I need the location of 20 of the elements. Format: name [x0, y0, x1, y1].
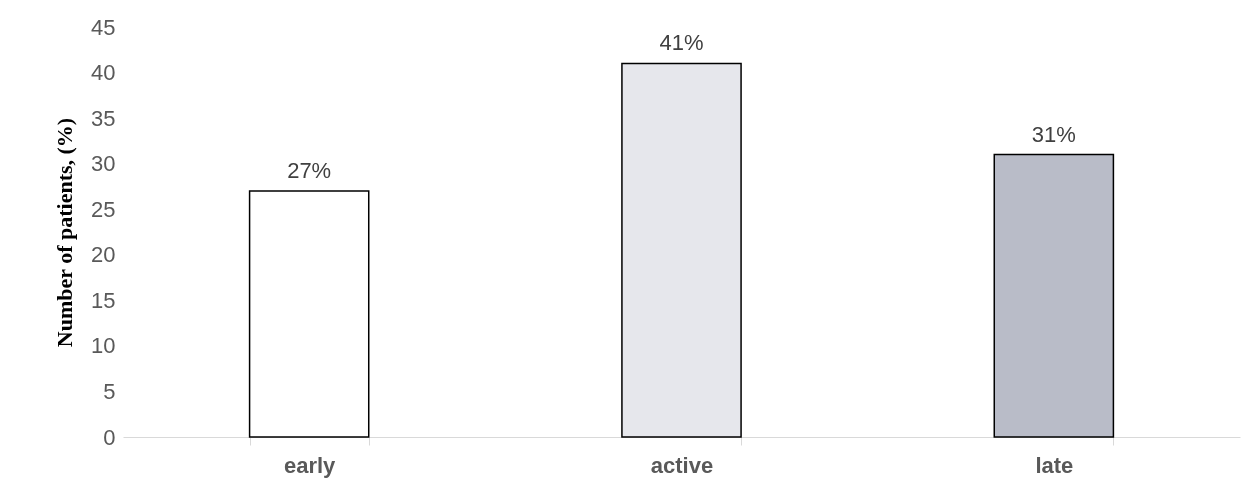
- x-tick-label: active: [650, 452, 714, 478]
- y-tick-label: 5: [103, 378, 116, 404]
- x-tick-label: early: [283, 452, 337, 478]
- data-label: 41%: [659, 30, 704, 56]
- bar: [248, 190, 370, 438]
- y-tick-label: 30: [91, 151, 116, 177]
- y-tick-label: 20: [91, 242, 116, 268]
- bar: [993, 153, 1115, 438]
- y-tick-label: 15: [91, 287, 116, 313]
- y-tick-label: 0: [103, 424, 116, 450]
- y-tick-label: 45: [91, 14, 116, 40]
- y-tick-label: 35: [91, 105, 116, 131]
- data-label: 27%: [287, 158, 332, 183]
- y-tick-label: 25: [91, 196, 116, 222]
- bar: [621, 62, 742, 438]
- y-tick-label: 10: [91, 333, 116, 359]
- x-tick-label: late: [1035, 452, 1074, 478]
- y-axis-title: Number of patients, (%): [52, 117, 78, 348]
- data-label: 31%: [1031, 121, 1076, 147]
- y-tick-label: 40: [91, 60, 116, 86]
